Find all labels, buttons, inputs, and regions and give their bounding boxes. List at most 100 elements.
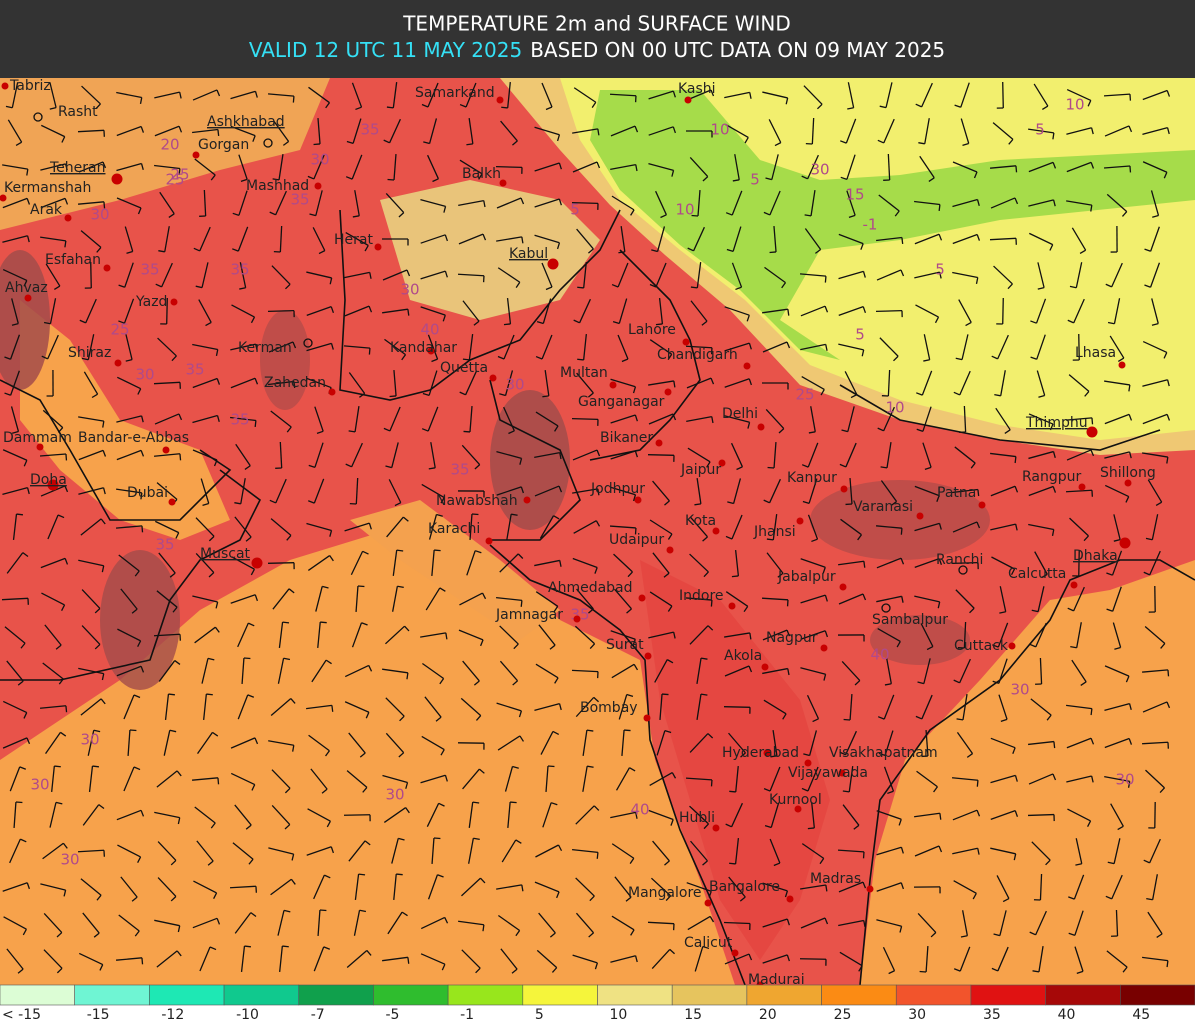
barb-flag bbox=[282, 946, 288, 947]
city-label: Samarkand bbox=[415, 85, 495, 101]
city-dot bbox=[112, 174, 123, 185]
barb bbox=[572, 419, 598, 420]
legend-swatch bbox=[896, 985, 971, 1005]
city-label: Ashkhabad bbox=[207, 114, 285, 130]
city-dot bbox=[163, 447, 170, 454]
contour-label: 40 bbox=[630, 801, 649, 819]
city-label: Lhasa bbox=[1075, 345, 1116, 361]
city-dot bbox=[115, 360, 122, 367]
barb-flag bbox=[407, 673, 408, 679]
barb-flag bbox=[473, 802, 479, 803]
legend-label: 40 bbox=[1058, 1007, 1076, 1023]
legend-label: -15 bbox=[87, 1007, 110, 1023]
city-label: Udaipur bbox=[609, 532, 664, 548]
city-label: Jamnagar bbox=[495, 607, 563, 623]
barb bbox=[268, 563, 294, 564]
contour-label: 30 bbox=[1115, 771, 1134, 789]
city-dot bbox=[252, 558, 263, 569]
city-label: Bikaner bbox=[600, 430, 653, 446]
city-dot bbox=[762, 664, 769, 671]
contour-label: 30 bbox=[135, 366, 154, 384]
contour-label: 5 bbox=[935, 261, 945, 279]
city-dot bbox=[329, 389, 336, 396]
city-label: Yazd bbox=[135, 294, 167, 310]
contour-label: 30 bbox=[90, 206, 109, 224]
city-label: Jodhpur bbox=[590, 481, 645, 497]
legend-swatch bbox=[1120, 985, 1195, 1005]
contour-label: 15 bbox=[845, 186, 864, 204]
legend-label: 15 bbox=[684, 1007, 702, 1023]
legend-swatch bbox=[224, 985, 299, 1005]
city-dot bbox=[1120, 538, 1131, 549]
barb-flag bbox=[501, 107, 507, 108]
barb-flag bbox=[939, 205, 940, 211]
barb-flag bbox=[940, 813, 941, 819]
barb-flag bbox=[577, 287, 583, 288]
city-label: Doha bbox=[30, 472, 67, 488]
barb bbox=[724, 707, 750, 708]
barb-flag bbox=[332, 705, 333, 711]
legend-label: -1 bbox=[460, 1007, 474, 1023]
barb-flag bbox=[283, 622, 289, 623]
city-label: Multan bbox=[560, 365, 608, 381]
legend-swatch bbox=[1046, 985, 1121, 1005]
barb-flag bbox=[770, 252, 776, 253]
barb-flag bbox=[978, 490, 979, 496]
city-label: Rasht bbox=[58, 104, 98, 120]
city-label: Chandigarh bbox=[657, 347, 738, 363]
city-dot bbox=[840, 584, 847, 591]
barb-flag bbox=[1168, 670, 1169, 676]
contour-label: 40 bbox=[870, 646, 889, 664]
city-label: Hubli bbox=[679, 810, 715, 826]
contour-label: 35 bbox=[230, 411, 249, 429]
city-label: Kanpur bbox=[787, 470, 837, 486]
barb-flag bbox=[691, 287, 697, 288]
legend-label: 45 bbox=[1132, 1007, 1150, 1023]
barb bbox=[648, 455, 674, 456]
city-label: Hyderabad bbox=[722, 745, 799, 761]
base-time: BASED ON 00 UTC DATA ON 09 MAY 2025 bbox=[530, 38, 945, 62]
barb-flag bbox=[369, 348, 370, 354]
barb bbox=[268, 311, 294, 312]
barb-flag bbox=[597, 852, 598, 858]
city-dot bbox=[841, 486, 848, 493]
barb-flag bbox=[729, 791, 735, 792]
barb-flag bbox=[618, 252, 624, 253]
contour-label: 30 bbox=[505, 376, 524, 394]
city-label: Surat bbox=[606, 637, 644, 653]
barb bbox=[1003, 298, 1004, 324]
barb-flag bbox=[504, 324, 510, 325]
city-label: Jhansi bbox=[753, 524, 796, 540]
city-dot bbox=[574, 616, 581, 623]
contour-label: 35 bbox=[155, 536, 174, 554]
barb-flag bbox=[466, 144, 472, 145]
contour-label: 30 bbox=[310, 151, 329, 169]
city-dot bbox=[917, 513, 924, 520]
barb-flag bbox=[977, 780, 978, 786]
legend-label: -10 bbox=[236, 1007, 259, 1023]
contour-label: 10 bbox=[710, 121, 729, 139]
city-label: Calcutta bbox=[1008, 566, 1066, 582]
legend-label: 5 bbox=[535, 1007, 544, 1023]
contour-label: 30 bbox=[385, 786, 404, 804]
city-dot bbox=[524, 497, 531, 504]
city-label: Ranchi bbox=[936, 552, 983, 568]
barb-flag bbox=[16, 514, 22, 515]
legend-label: 30 bbox=[908, 1007, 926, 1023]
contour-label: 25 bbox=[795, 386, 814, 404]
city-dot bbox=[645, 653, 652, 660]
contour-label: 10 bbox=[885, 399, 904, 417]
city-label: Kurnool bbox=[769, 792, 822, 808]
city-dot bbox=[787, 896, 794, 903]
city-dot bbox=[758, 424, 765, 431]
city-dot bbox=[169, 499, 176, 506]
barb-flag bbox=[396, 874, 402, 875]
city-dot bbox=[104, 265, 111, 272]
city-label: Balkh bbox=[462, 166, 501, 182]
city-label: Arak bbox=[30, 202, 63, 218]
barb-flag bbox=[387, 107, 393, 108]
barb-flag bbox=[902, 237, 903, 243]
city-dot bbox=[1087, 427, 1098, 438]
city-label: Indore bbox=[679, 588, 724, 604]
